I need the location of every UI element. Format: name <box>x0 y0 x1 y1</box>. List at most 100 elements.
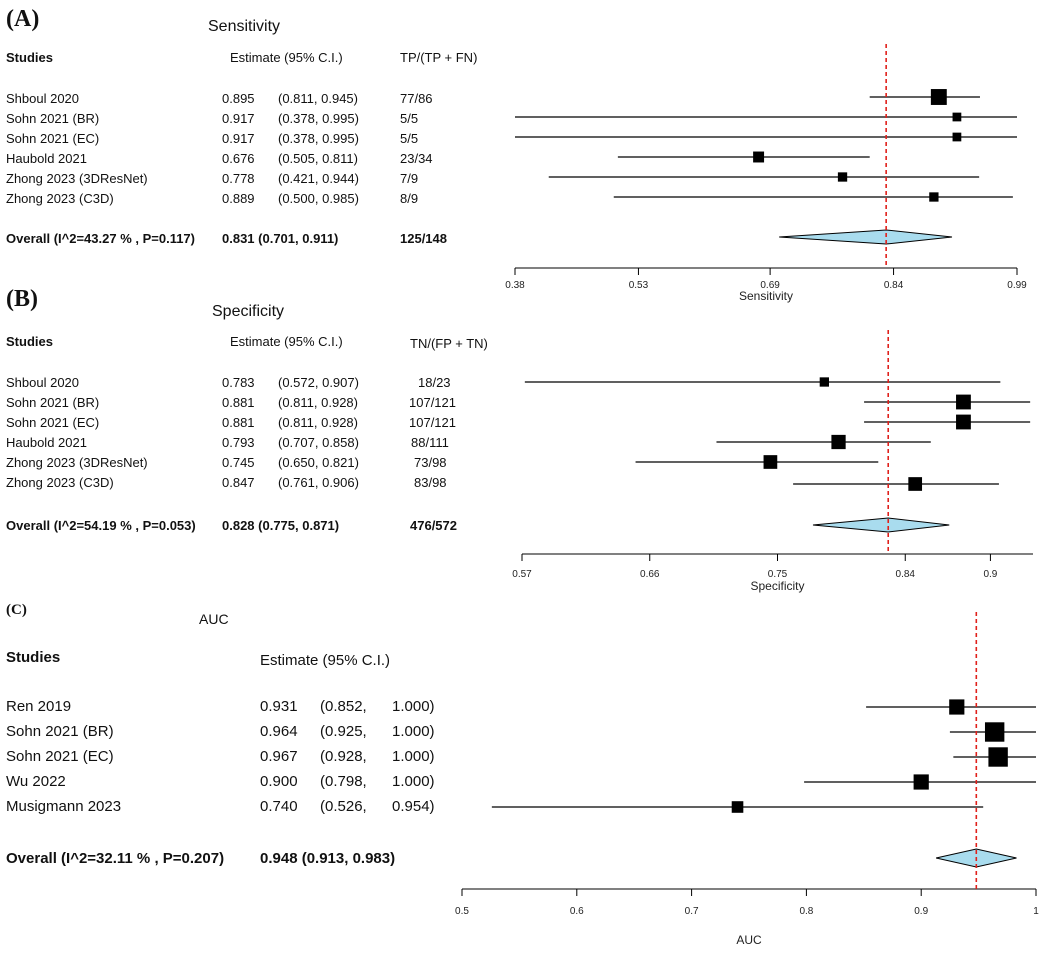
point-estimate-square <box>949 699 965 715</box>
study-ci: (0.526, <box>320 798 367 815</box>
x-tick-label: 0.66 <box>640 569 660 580</box>
point-estimate-square <box>819 377 829 387</box>
study-estimate: 0.745 <box>222 455 255 470</box>
panel-title: Sensitivity <box>208 18 281 35</box>
x-tick-label: 0.69 <box>760 280 780 291</box>
study-ci: (0.572, 0.907) <box>278 375 359 390</box>
x-tick-label: 0.8 <box>799 906 813 917</box>
count-header: TN/(FP + TN) <box>410 336 488 351</box>
panel-sensitivity: (A) Sensitivity Studies Estimate (95% C.… <box>0 0 1040 310</box>
study-ci: (0.852, <box>320 698 367 715</box>
point-estimate-square <box>913 774 929 790</box>
studies-header: Studies <box>6 334 53 349</box>
study-name: Sohn 2021 (BR) <box>6 111 100 126</box>
overall-estimate: 0.828 (0.775, 0.871) <box>222 518 340 533</box>
study-count: 107/121 <box>409 395 456 410</box>
point-estimate-square <box>952 132 962 142</box>
study-ci: (0.928, <box>320 748 367 765</box>
study-ci: (0.811, 0.928) <box>278 395 358 410</box>
forest-plot: 0.38 0.53 0.69 0.84 0.99 Sensitivity <box>505 44 1027 303</box>
study-ci: (0.500, 0.985) <box>278 191 359 206</box>
x-tick-label: 1 <box>1033 906 1039 917</box>
overall-diamond <box>779 229 953 245</box>
overall-label: Overall (I^2=32.11 % , P=0.207) <box>6 850 225 867</box>
study-estimate: 0.917 <box>222 111 255 126</box>
point-estimate-square <box>837 172 848 182</box>
overall-label: Overall (I^2=54.19 % , P=0.053) <box>6 518 196 533</box>
panel-specificity: (B) Specificity Studies Estimate (95% C.… <box>0 286 1040 600</box>
study-count: 5/5 <box>400 111 419 126</box>
study-name: Sohn 2021 (EC) <box>6 415 100 430</box>
panel-label: (A) <box>6 6 40 32</box>
study-ci: (0.378, 0.995) <box>278 131 359 146</box>
x-tick-label: 0.5 <box>455 906 469 917</box>
study-ci: (0.650, 0.821) <box>278 455 359 470</box>
study-count: 23/34 <box>400 151 433 166</box>
study-estimate: 0.895 <box>222 91 255 106</box>
x-tick-label: 0.84 <box>884 280 904 291</box>
study-estimate: 0.847 <box>222 475 255 490</box>
x-tick-label: 0.6 <box>570 906 584 917</box>
panel-label: (B) <box>6 286 38 312</box>
point-estimate-square <box>763 455 778 469</box>
study-estimate: 0.964 <box>260 723 298 740</box>
point-estimate-square <box>930 89 947 105</box>
study-name: Sohn 2021 (EC) <box>6 748 114 765</box>
panel-title: Specificity <box>212 303 285 320</box>
study-estimate: 0.889 <box>222 191 255 206</box>
study-ci: (0.798, <box>320 773 367 790</box>
study-estimate: 0.793 <box>222 435 255 450</box>
study-count: 83/98 <box>414 475 447 490</box>
study-count: 107/121 <box>409 415 456 430</box>
study-ci: (0.421, 0.944) <box>278 171 359 186</box>
study-name: Shboul 2020 <box>6 91 80 106</box>
point-estimate-square <box>988 747 1008 767</box>
overall-count: 125/148 <box>400 231 447 246</box>
forest-plot: 0.5 0.6 0.7 0.8 0.9 1 AUC <box>455 612 1039 947</box>
point-estimate-square <box>956 394 971 410</box>
x-tick-label: 0.75 <box>768 569 788 580</box>
study-estimate: 0.900 <box>260 773 298 790</box>
study-name: Shboul 2020 <box>6 375 80 390</box>
x-tick-label: 0.9 <box>914 906 928 917</box>
overall-diamond <box>812 517 950 533</box>
overall-estimate: 0.831 (0.701, 0.911) <box>222 231 339 246</box>
study-estimate: 0.778 <box>222 171 255 186</box>
studies-header: Studies <box>6 50 53 65</box>
study-count: 77/86 <box>400 91 433 106</box>
study-name: Haubold 2021 <box>6 435 87 450</box>
panel-label: (C) <box>6 602 27 618</box>
study-estimate: 0.740 <box>260 798 298 815</box>
study-name: Wu 2022 <box>6 773 66 790</box>
study-estimate: 0.881 <box>222 395 255 410</box>
panel-title: AUC <box>199 611 229 627</box>
study-estimate: 0.881 <box>222 415 255 430</box>
study-ci: (0.811, 0.945) <box>278 91 358 106</box>
overall-count: 476/572 <box>410 518 457 533</box>
x-tick-label: 0.57 <box>512 569 532 580</box>
study-count: 5/5 <box>400 131 419 146</box>
study-count: 7/9 <box>400 171 419 186</box>
study-estimate: 0.783 <box>222 375 255 390</box>
study-ci-upper: 1.000) <box>392 773 435 790</box>
panel-auc: (C) AUC Studies Estimate (95% C.I.) Ren … <box>0 600 1040 957</box>
study-name: Ren 2019 <box>6 698 72 715</box>
study-name: Zhong 2023 (C3D) <box>6 191 114 206</box>
x-axis-title: AUC <box>736 933 762 947</box>
x-tick-label: 0.7 <box>685 906 699 917</box>
study-ci-upper: 1.000) <box>392 723 435 740</box>
estimate-header: Estimate (95% C.I.) <box>230 50 343 65</box>
study-name: Haubold 2021 <box>6 151 87 166</box>
point-estimate-square <box>984 722 1005 742</box>
study-ci-upper: 0.954) <box>392 798 435 815</box>
overall-label: Overall (I^2=43.27 % , P=0.117) <box>6 231 195 246</box>
point-estimate-square <box>929 192 939 202</box>
study-ci: (0.811, 0.928) <box>278 415 358 430</box>
study-ci-upper: 1.000) <box>392 748 435 765</box>
overall-estimate: 0.948 (0.913, 0.983) <box>260 850 396 867</box>
estimate-header: Estimate (95% C.I.) <box>230 334 343 349</box>
study-name: Sohn 2021 (BR) <box>6 723 114 740</box>
point-estimate-square <box>956 414 971 430</box>
study-ci-upper: 1.000) <box>392 698 435 715</box>
study-estimate: 0.676 <box>222 151 255 166</box>
